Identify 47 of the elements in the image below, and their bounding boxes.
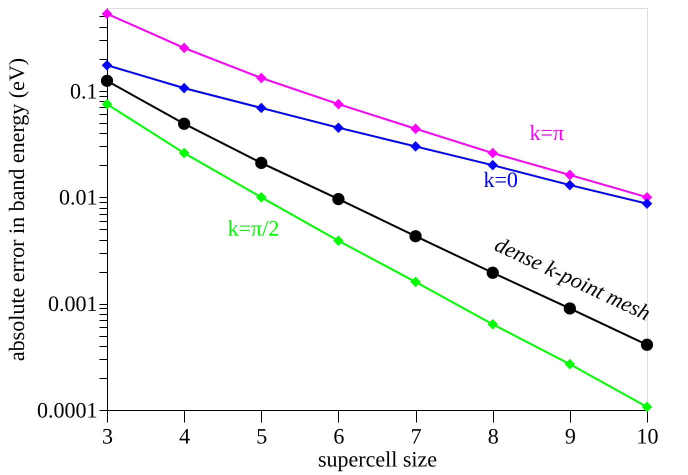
point xyxy=(255,156,268,170)
point xyxy=(102,8,112,19)
point xyxy=(564,170,576,180)
series-label: k=π/2 xyxy=(228,216,280,241)
point xyxy=(640,338,654,351)
point xyxy=(564,302,576,315)
point xyxy=(487,148,498,158)
point xyxy=(564,180,576,190)
x-tick-label: 8 xyxy=(488,424,499,448)
point xyxy=(178,82,190,94)
x-tick-label: 9 xyxy=(564,424,576,448)
point xyxy=(333,122,344,133)
x-tick-label: 5 xyxy=(256,424,268,448)
point xyxy=(410,123,421,134)
y-axis-title: absolute error in band energy (eV) xyxy=(4,58,29,362)
point xyxy=(409,230,422,242)
point xyxy=(642,402,652,412)
y-tick-label: 0.0001 xyxy=(37,398,98,422)
x-tick-label: 7 xyxy=(410,424,422,448)
y-tick-label: 0.1 xyxy=(70,78,98,104)
point xyxy=(102,60,112,70)
point xyxy=(564,358,576,370)
series-label: k=0 xyxy=(484,167,518,192)
point xyxy=(642,198,652,209)
x-axis-title: supercell size xyxy=(318,446,438,472)
point xyxy=(410,276,421,288)
y-tick-label: 0.001 xyxy=(48,291,98,316)
series-label: k=π xyxy=(529,120,564,146)
point xyxy=(178,42,190,54)
point xyxy=(256,72,267,84)
point xyxy=(332,192,345,206)
point xyxy=(487,318,498,330)
point xyxy=(410,141,421,152)
x-tick-label: 3 xyxy=(102,424,113,448)
point xyxy=(333,235,344,246)
x-tick-label: 6 xyxy=(333,424,344,448)
y-tick-label: 0.01 xyxy=(59,184,98,210)
x-tick-label: 10 xyxy=(636,424,658,448)
point xyxy=(178,118,190,130)
point xyxy=(102,98,112,110)
point xyxy=(256,192,267,202)
point xyxy=(333,98,344,110)
point xyxy=(100,74,114,87)
point xyxy=(487,160,498,170)
point xyxy=(178,148,190,158)
x-tick-label: 4 xyxy=(179,424,190,448)
point xyxy=(256,102,267,114)
